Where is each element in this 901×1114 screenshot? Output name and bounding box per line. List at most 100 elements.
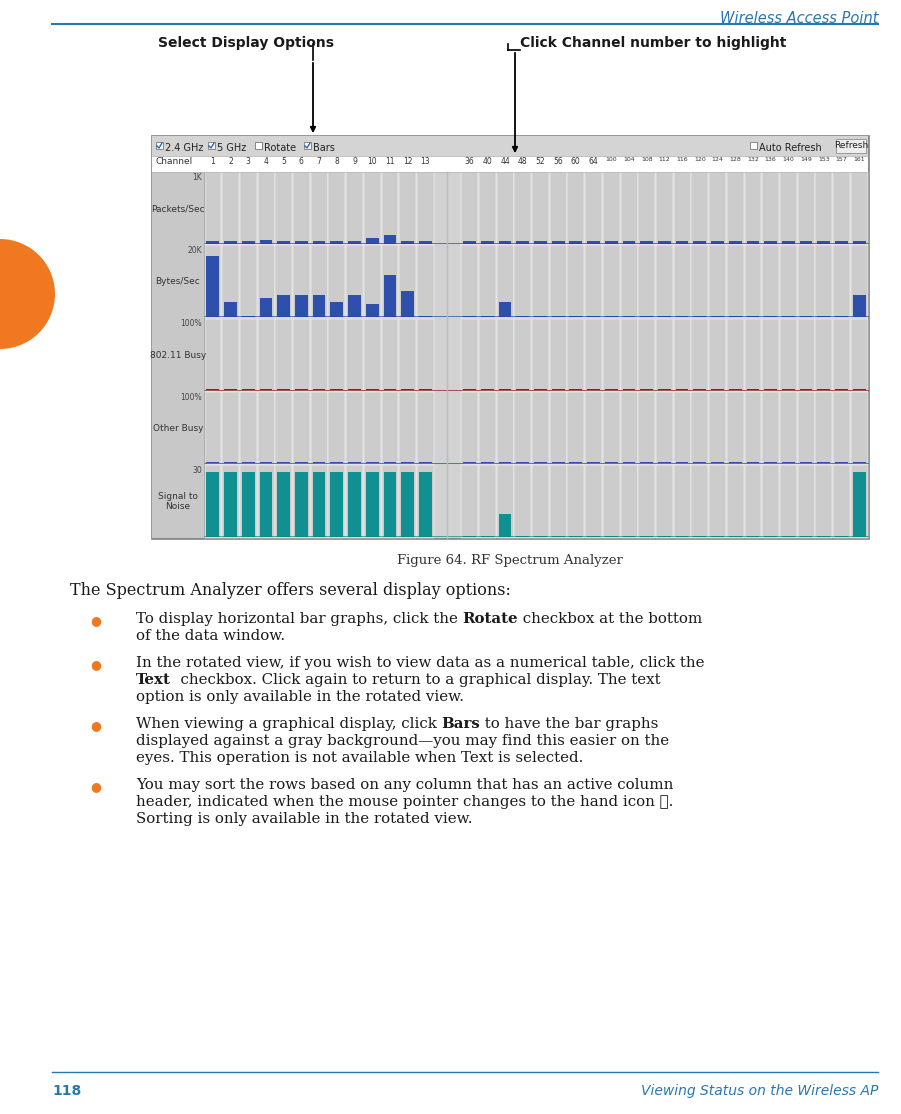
Text: ●: ● <box>90 719 101 732</box>
Text: Figure 64. RF Spectrum Analyzer: Figure 64. RF Spectrum Analyzer <box>397 554 623 567</box>
Bar <box>674 392 691 465</box>
Bar <box>550 245 567 319</box>
Bar <box>568 319 585 391</box>
Bar <box>329 319 345 391</box>
Bar <box>276 319 292 391</box>
Bar <box>498 462 512 463</box>
Bar <box>750 141 757 149</box>
Bar <box>709 319 726 391</box>
Bar <box>346 245 363 319</box>
Text: 52: 52 <box>535 157 545 166</box>
Bar <box>638 392 655 465</box>
Bar <box>223 173 239 245</box>
Bar <box>747 462 760 463</box>
Text: 4: 4 <box>263 157 268 166</box>
Bar <box>417 245 434 319</box>
Text: Other Busy: Other Busy <box>153 423 204 432</box>
Bar <box>656 319 673 391</box>
Bar <box>205 319 222 391</box>
Bar <box>224 472 237 537</box>
Bar <box>240 173 257 245</box>
Bar <box>676 241 688 244</box>
Bar <box>384 389 396 390</box>
Bar <box>836 139 866 153</box>
Bar <box>417 465 434 538</box>
Bar <box>241 462 255 463</box>
Bar <box>694 462 706 463</box>
Bar <box>727 465 743 538</box>
Bar <box>641 462 653 463</box>
Bar <box>676 389 688 390</box>
Bar <box>331 389 343 390</box>
Bar <box>815 465 833 538</box>
Bar <box>496 173 514 245</box>
Text: Select Display Options: Select Display Options <box>158 36 334 50</box>
Bar <box>674 245 691 319</box>
Bar <box>762 392 779 465</box>
Bar <box>295 472 308 537</box>
Bar <box>780 392 796 465</box>
Bar <box>366 238 378 244</box>
Bar <box>605 241 617 244</box>
Bar <box>568 245 585 319</box>
Text: 3: 3 <box>246 157 250 166</box>
Text: to have the bar graphs: to have the bar graphs <box>480 717 659 731</box>
Bar <box>152 136 868 538</box>
Bar <box>729 241 742 244</box>
Text: 36: 36 <box>465 157 475 166</box>
Bar <box>204 245 868 319</box>
Bar <box>800 241 813 244</box>
Bar <box>206 472 219 537</box>
Text: 100%: 100% <box>180 320 202 329</box>
Bar <box>461 319 478 391</box>
Bar <box>514 465 532 538</box>
Text: 44: 44 <box>500 157 510 166</box>
Bar <box>780 465 796 538</box>
Text: Click Channel number to highlight: Click Channel number to highlight <box>520 36 787 50</box>
Text: 116: 116 <box>677 157 687 162</box>
Bar <box>638 173 655 245</box>
Text: To display horizontal bar graphs, click the: To display horizontal bar graphs, click … <box>136 612 462 626</box>
Bar <box>585 173 602 245</box>
Bar <box>151 135 869 539</box>
Bar <box>401 462 414 463</box>
Bar <box>782 389 795 390</box>
Bar <box>621 173 638 245</box>
Text: option is only available in the rotated view.: option is only available in the rotated … <box>136 690 464 704</box>
Bar <box>384 275 396 316</box>
Text: 64: 64 <box>588 157 598 166</box>
Text: displayed against a gray background—you may find this easier on the: displayed against a gray background—you … <box>136 734 669 747</box>
Bar <box>764 462 777 463</box>
Bar <box>381 319 398 391</box>
Text: 48: 48 <box>518 157 527 166</box>
Bar <box>461 392 478 465</box>
Bar <box>223 319 239 391</box>
Bar <box>833 173 850 245</box>
Bar <box>223 465 239 538</box>
Text: 8: 8 <box>334 157 339 166</box>
Bar <box>762 173 779 245</box>
Bar <box>658 241 670 244</box>
Bar <box>364 392 381 465</box>
Text: 128: 128 <box>729 157 742 162</box>
Text: ●: ● <box>90 614 101 627</box>
Bar <box>204 319 868 392</box>
Bar <box>311 392 328 465</box>
Text: checkbox at the bottom: checkbox at the bottom <box>518 612 703 626</box>
Bar <box>709 392 726 465</box>
Text: ●: ● <box>90 658 101 671</box>
Bar <box>313 472 325 537</box>
Bar <box>603 173 620 245</box>
Bar <box>658 389 670 390</box>
Bar <box>259 389 272 390</box>
Text: Text: Text <box>136 673 171 687</box>
Bar <box>364 245 381 319</box>
Bar <box>311 245 328 319</box>
Bar <box>797 245 815 319</box>
Bar <box>381 392 398 465</box>
Bar <box>711 241 724 244</box>
Text: Wireless Access Point: Wireless Access Point <box>720 11 878 26</box>
Bar <box>852 241 866 244</box>
Bar <box>278 462 290 463</box>
Bar <box>514 173 532 245</box>
